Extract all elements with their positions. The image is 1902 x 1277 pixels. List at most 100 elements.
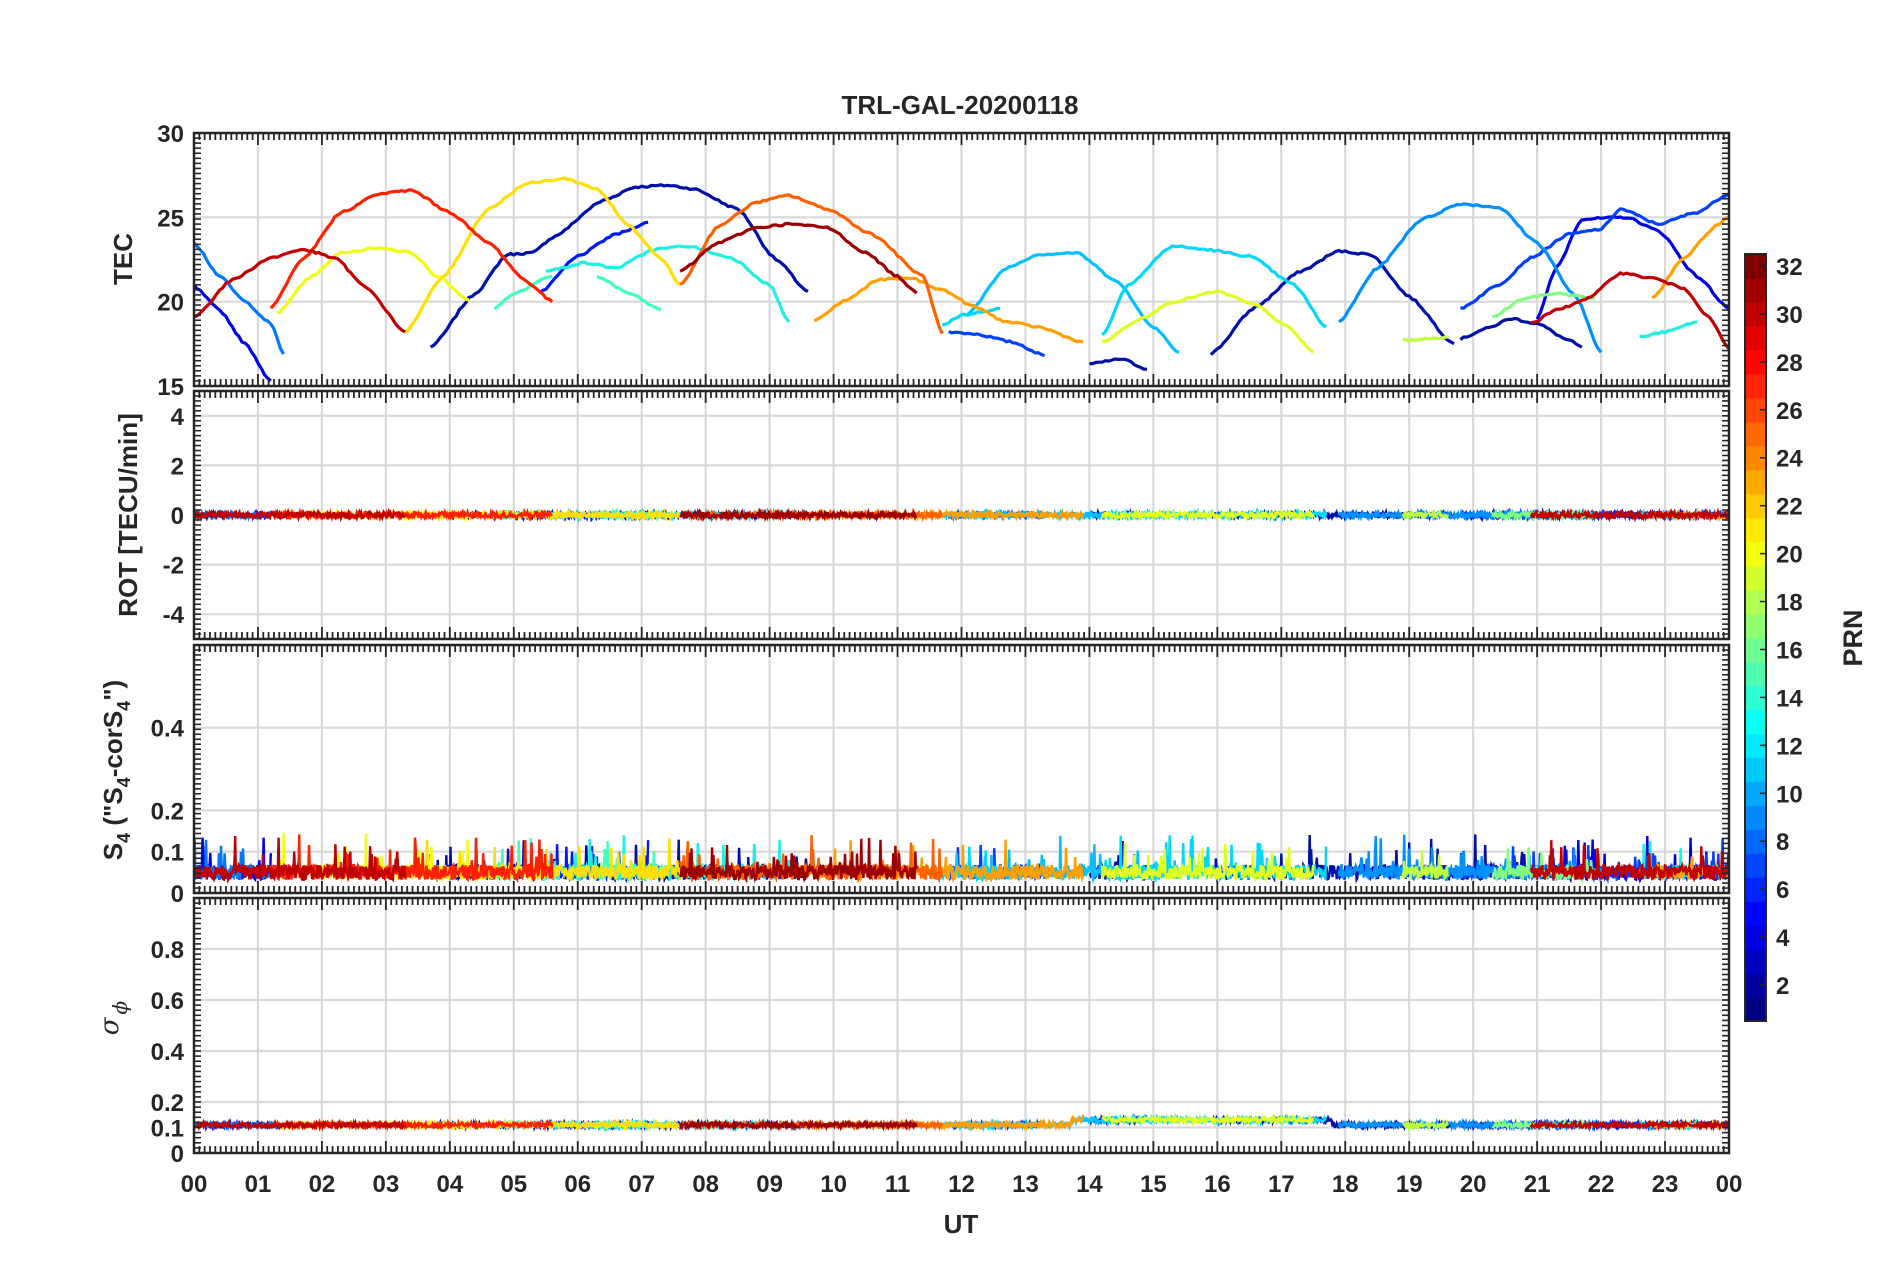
s4-grid (194, 645, 1729, 893)
colorbar-tick-label: 8 (1776, 829, 1789, 856)
s4-yticklabels: 0 0.1 0.2 0.4 (151, 716, 185, 908)
y-tick-label: 0.6 (151, 988, 184, 1015)
s4-ylabel: S4 ("S4-corS4") (98, 680, 134, 860)
tec-prn-30-line (194, 247, 406, 334)
y-tick-label: 25 (157, 205, 184, 232)
tec-prn-2-line (429, 183, 809, 349)
s4-ylabel-end: ") (98, 680, 128, 701)
rot-prn-20-trace (1101, 507, 1315, 522)
tec-prn-15-line (596, 274, 662, 312)
rot-prn-19-trace (1401, 507, 1449, 522)
x-tick-label: 08 (692, 1171, 719, 1198)
s4-series (194, 832, 1729, 885)
y-tick-label: 4 (171, 404, 185, 431)
x-tick-label: 21 (1524, 1171, 1551, 1198)
colorbar-cell (1745, 829, 1766, 854)
tec-prn-13-line (941, 306, 1000, 327)
tec-prn-13-line (1101, 244, 1327, 337)
x-tick-label: 04 (436, 1171, 463, 1198)
colorbar-cell (1745, 661, 1766, 687)
tec-prn-2-line (1459, 316, 1583, 349)
s4-ylabel-sub1: 4 (114, 833, 134, 843)
y-tick-label: -2 (163, 553, 184, 580)
tec-prn-4-line (194, 284, 272, 383)
tec-prn-14-line (545, 244, 791, 323)
colorbar-tick-label: 20 (1776, 542, 1803, 569)
tec-prn-15-line (493, 274, 553, 311)
colorbar-cell (1745, 469, 1766, 495)
sigma-ylabel-sigma: σ (95, 1016, 125, 1035)
x-tick-label: 20 (1460, 1171, 1487, 1198)
y-tick-label: 0.1 (151, 840, 184, 867)
colorbar-cell (1745, 349, 1766, 375)
colorbar-cell (1745, 421, 1766, 447)
rot-yticklabels: -4 -2 0 2 4 (163, 404, 185, 629)
tec-ylabel: TEC (108, 233, 138, 285)
x-tick-label: 17 (1268, 1171, 1295, 1198)
colorbar-cell (1745, 877, 1766, 902)
colorbar-cell (1745, 949, 1766, 974)
x-tick-label: 09 (756, 1171, 783, 1198)
s4-frame (192, 643, 1731, 895)
x-tick-label: 00 (181, 1171, 208, 1198)
rot-prn-31-trace (679, 507, 918, 523)
colorbar-cell (1745, 685, 1766, 711)
colorbar-cells (1745, 254, 1766, 1022)
s4-prn-31-trace (678, 837, 918, 884)
colorbar-cell (1745, 493, 1766, 519)
y-tick-label: 0.8 (151, 937, 184, 964)
x-tick-label: 05 (500, 1171, 527, 1198)
colorbar-cell (1745, 589, 1766, 615)
tec-prn-2-line (1089, 357, 1148, 371)
y-tick-label: 20 (157, 290, 184, 317)
tec-prn-2-line (1209, 248, 1455, 356)
sigma_phi-prn-19-trace (1402, 1118, 1449, 1133)
x-tick-label: 15 (1140, 1171, 1167, 1198)
colorbar-cell (1745, 925, 1766, 950)
x-tick-label: 01 (245, 1171, 272, 1198)
colorbar-cell (1745, 733, 1766, 758)
x-tick-label: 13 (1012, 1171, 1039, 1198)
x-tick-label: 02 (309, 1171, 336, 1198)
colorbar-cell (1745, 277, 1766, 303)
x-tick-label: 16 (1204, 1171, 1231, 1198)
sigma_phi-prn-20-trace (1101, 1113, 1314, 1127)
tec-prn-25-line (679, 193, 944, 335)
rot-ylabel: ROT [TECU/min] (113, 413, 143, 617)
x-tick-label: 06 (564, 1171, 591, 1198)
tec-prn-19-line (1402, 335, 1448, 343)
x-tick-label: 11 (885, 1171, 910, 1198)
colorbar-frame (1744, 253, 1767, 1022)
colorbar-cell (1745, 445, 1766, 471)
colorbar-cell (1745, 973, 1766, 998)
colorbar-tick-label: 14 (1776, 685, 1803, 712)
y-tick-label: 15 (157, 374, 184, 401)
rot-panel: -4 -2 0 2 4 ROT [TECU/min] (113, 389, 1731, 641)
x-tick-label: 18 (1332, 1171, 1359, 1198)
colorbar-cell (1745, 373, 1766, 399)
colorbar-tick-label: 16 (1776, 637, 1803, 664)
tec-prn-14-line (1639, 320, 1698, 339)
colorbar-cell (1745, 709, 1766, 734)
colorbar-tick-label: 26 (1776, 398, 1803, 425)
colorbar-tick-label: 6 (1776, 877, 1789, 904)
y-tick-label: 0.2 (151, 798, 184, 825)
sigma-phi-yticklabels: 00.10.2 0.4 0.6 0.8 (151, 937, 185, 1168)
y-tick-label: -4 (163, 602, 185, 629)
colorbar-tick-label: 18 (1776, 590, 1803, 617)
colorbar-tick-label: 2 (1776, 973, 1789, 1000)
colorbar-tick-label: 32 (1776, 254, 1803, 281)
tec-prn-5-line (538, 220, 649, 295)
y-tick-label: 2 (171, 453, 184, 480)
colorbar-tick-label: 10 (1776, 781, 1803, 808)
x-tick-label: 23 (1652, 1171, 1679, 1198)
s4-ylabel-sub2: 4 (114, 777, 134, 787)
y-tick-label: 0.2 (151, 1090, 184, 1117)
sigma-phi-ylabel: σϕ (95, 1000, 132, 1035)
colorbar-cell (1745, 301, 1766, 327)
tec-prn-27-line (269, 188, 554, 310)
colorbar-cell (1745, 781, 1766, 806)
colorbar-cell (1745, 325, 1766, 351)
